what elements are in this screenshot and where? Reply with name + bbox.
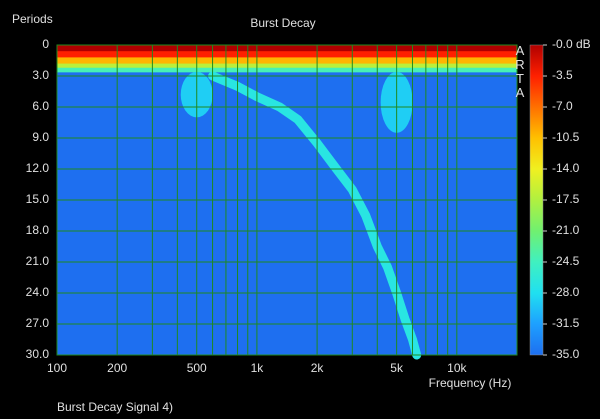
y-tick-label: 6.0 <box>32 99 49 113</box>
chart-title: Burst Decay <box>250 16 315 30</box>
footer: Burst Decay Signal 4) <box>57 400 173 414</box>
y-tick-label: 15.0 <box>26 192 50 206</box>
colorbar-tick-label: -10.5 <box>552 130 580 144</box>
y-tick-label: 30.0 <box>26 347 50 361</box>
colorbar-tick-label: -7.0 <box>552 99 573 113</box>
colorbar-tick-label: -31.5 <box>552 316 580 330</box>
watermark: ARTA <box>515 43 525 100</box>
y-tick-label: 18.0 <box>26 223 50 237</box>
y-tick-label: 12.0 <box>26 161 50 175</box>
x-tick-label: 100 <box>47 361 67 375</box>
colorbar-tick-label: -17.5 <box>552 192 580 206</box>
colorbar-tick-label: -28.0 <box>552 285 580 299</box>
onset-band <box>57 63 517 69</box>
x-tick-label: 1k <box>251 361 265 375</box>
x-tick-label: 500 <box>187 361 207 375</box>
colorbar-tick-label: -0.0 dB <box>552 37 591 51</box>
x-tick-label: 2k <box>311 361 325 375</box>
x-tick-label: 5k <box>390 361 404 375</box>
x-tick-label: 10k <box>447 361 467 375</box>
x-axis-label: Frequency (Hz) <box>429 376 512 390</box>
y-axis-label: Periods <box>12 12 53 26</box>
y-tick-label: 21.0 <box>26 254 50 268</box>
onset-band <box>57 67 517 73</box>
colorbar <box>529 44 544 356</box>
y-tick-label: 27.0 <box>26 316 50 330</box>
colorbar-tick-label: -21.0 <box>552 223 580 237</box>
y-tick-label: 9.0 <box>32 130 49 144</box>
colorbar-tick-label: -14.0 <box>552 161 580 175</box>
colorbar-tick-label: -3.5 <box>552 68 573 82</box>
x-tick-label: 200 <box>107 361 127 375</box>
onset-band <box>57 45 517 52</box>
plot-frame <box>56 44 518 356</box>
y-tick-label: 0 <box>42 37 49 51</box>
colorbar-tick-label: -35.0 <box>552 347 580 361</box>
y-tick-label: 24.0 <box>26 285 50 299</box>
y-tick-label: 3.0 <box>32 68 49 82</box>
onset-band <box>57 51 517 58</box>
onset-band <box>57 57 517 65</box>
colorbar-tick-label: -24.5 <box>552 254 580 268</box>
